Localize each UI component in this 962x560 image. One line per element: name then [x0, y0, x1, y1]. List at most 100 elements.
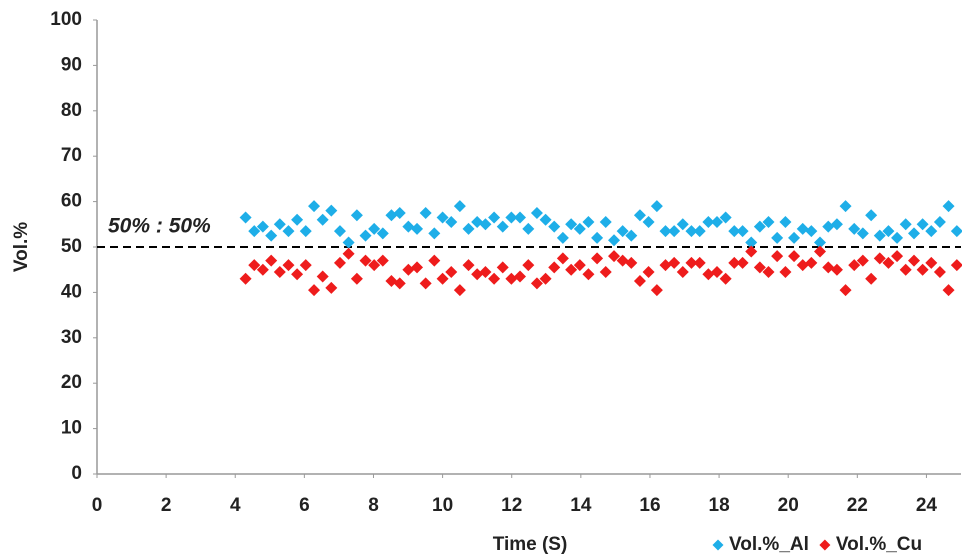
point: [753, 220, 766, 233]
point: [668, 256, 681, 269]
point: [719, 272, 732, 285]
point: [325, 204, 338, 217]
point: [471, 216, 484, 229]
point: [942, 284, 955, 297]
point: [342, 247, 355, 260]
point: [873, 252, 886, 265]
x-axis-label: Time (S): [493, 534, 568, 555]
point: [248, 259, 261, 272]
point: [753, 261, 766, 274]
y-tick-label: 30: [61, 327, 82, 348]
point: [479, 265, 492, 278]
point: [659, 259, 672, 272]
point: [333, 225, 346, 238]
point: [856, 254, 869, 267]
x-tick-label: 18: [709, 495, 730, 516]
point: [350, 272, 363, 285]
point: [796, 222, 809, 235]
point: [239, 272, 252, 285]
point: [273, 265, 286, 278]
point: [882, 256, 895, 269]
point: [308, 284, 321, 297]
point: [873, 229, 886, 242]
point: [565, 263, 578, 276]
x-tick-label: 20: [778, 495, 799, 516]
point: [256, 263, 269, 276]
point: [693, 225, 706, 238]
point: [548, 261, 561, 274]
point: [573, 222, 586, 235]
point: [668, 225, 681, 238]
point: [822, 220, 835, 233]
y-tick-label: 70: [61, 145, 82, 166]
point: [839, 200, 852, 213]
point: [950, 225, 962, 238]
point: [925, 256, 938, 269]
point: [393, 206, 406, 219]
point: [805, 256, 818, 269]
x-tick-label: 2: [161, 495, 172, 516]
point: [556, 231, 569, 244]
point: [633, 209, 646, 222]
point: [291, 268, 304, 281]
y-tick-label: 40: [61, 281, 82, 302]
point: [488, 272, 501, 285]
point: [916, 218, 929, 231]
point: [848, 222, 861, 235]
point: [505, 211, 518, 224]
point: [436, 272, 449, 285]
x-tick-label: 16: [639, 495, 660, 516]
point: [745, 236, 758, 249]
point: [539, 213, 552, 226]
point: [633, 275, 646, 288]
point: [882, 225, 895, 238]
point: [839, 284, 852, 297]
point: [385, 209, 398, 222]
point: [462, 222, 475, 235]
point: [650, 200, 663, 213]
point: [650, 284, 663, 297]
x-tick-label: 4: [230, 495, 241, 516]
point: [693, 256, 706, 269]
point: [771, 231, 784, 244]
y-tick-label: 100: [50, 9, 82, 30]
point: [762, 216, 775, 229]
point: [376, 227, 389, 240]
point: [428, 227, 441, 240]
point: [282, 259, 295, 272]
point: [256, 220, 269, 233]
point: [239, 211, 252, 224]
x-tick-label: 8: [368, 495, 379, 516]
point: [411, 261, 424, 274]
point: [376, 254, 389, 267]
y-tick-label: 10: [61, 418, 82, 439]
point: [350, 209, 363, 222]
point: [728, 225, 741, 238]
point: [745, 245, 758, 258]
point: [907, 227, 920, 240]
point: [248, 225, 261, 238]
point: [779, 265, 792, 278]
point: [496, 220, 509, 233]
x-tick-label: 10: [432, 495, 453, 516]
point: [805, 225, 818, 238]
point: [445, 216, 458, 229]
x-tick-label: 24: [916, 495, 938, 516]
point: [625, 229, 638, 242]
point: [711, 265, 724, 278]
annotation: 50% : 50%: [108, 215, 211, 238]
point: [316, 213, 329, 226]
point: [616, 254, 629, 267]
point: [625, 256, 638, 269]
point: [899, 218, 912, 231]
point: [573, 259, 586, 272]
point: [530, 277, 543, 290]
point: [788, 231, 801, 244]
point: [479, 218, 492, 231]
point: [796, 259, 809, 272]
point: [762, 265, 775, 278]
point: [471, 268, 484, 281]
point: [933, 265, 946, 278]
point: [950, 259, 962, 272]
point: [419, 206, 432, 219]
